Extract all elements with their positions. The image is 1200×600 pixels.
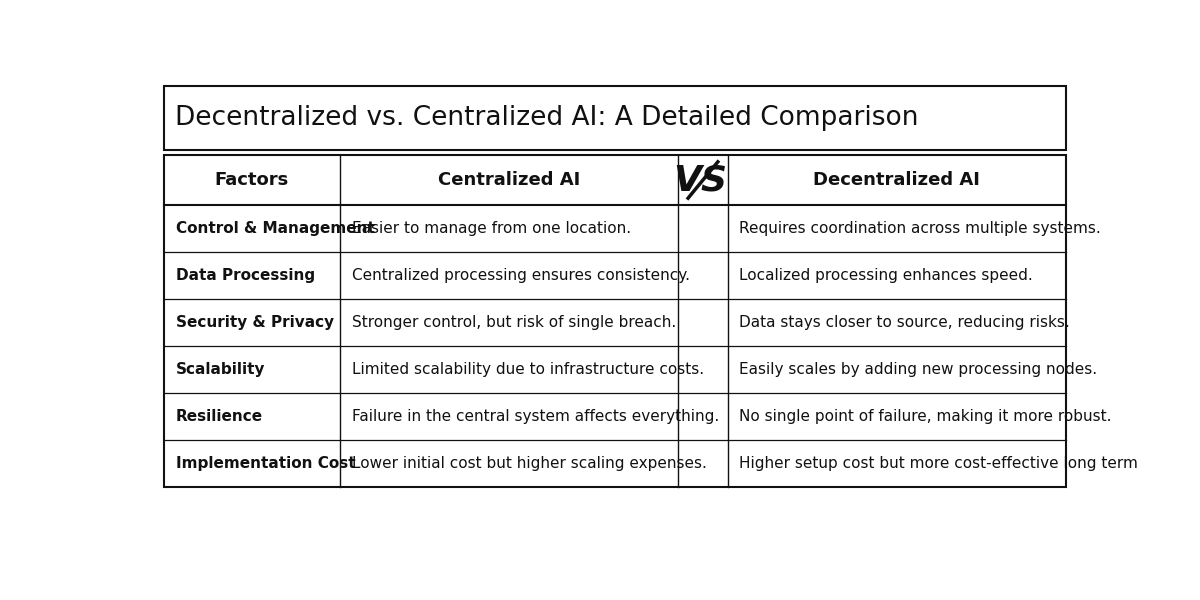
Text: Lower initial cost but higher scaling expenses.: Lower initial cost but higher scaling ex… — [352, 456, 707, 471]
Text: Easily scales by adding new processing nodes.: Easily scales by adding new processing n… — [739, 362, 1098, 377]
Text: Easier to manage from one location.: Easier to manage from one location. — [352, 221, 631, 236]
Text: Limited scalability due to infrastructure costs.: Limited scalability due to infrastructur… — [352, 362, 703, 377]
Text: Implementation Cost: Implementation Cost — [175, 456, 355, 471]
Text: Data Processing: Data Processing — [175, 268, 314, 283]
Text: Higher setup cost but more cost-effective long term: Higher setup cost but more cost-effectiv… — [739, 456, 1139, 471]
Text: Centralized processing ensures consistency.: Centralized processing ensures consisten… — [352, 268, 690, 283]
Text: Scalability: Scalability — [175, 362, 265, 377]
Text: Stronger control, but risk of single breach.: Stronger control, but risk of single bre… — [352, 315, 676, 330]
Text: Requires coordination across multiple systems.: Requires coordination across multiple sy… — [739, 221, 1102, 236]
Text: Factors: Factors — [215, 171, 289, 189]
Text: Failure in the central system affects everything.: Failure in the central system affects ev… — [352, 409, 719, 424]
Text: Centralized AI: Centralized AI — [438, 171, 580, 189]
Text: Control & Management: Control & Management — [175, 221, 374, 236]
Text: VS: VS — [673, 163, 727, 197]
Text: Decentralized AI: Decentralized AI — [814, 171, 980, 189]
Text: Security & Privacy: Security & Privacy — [175, 315, 334, 330]
Text: Data stays closer to source, reducing risks.: Data stays closer to source, reducing ri… — [739, 315, 1070, 330]
Text: Localized processing enhances speed.: Localized processing enhances speed. — [739, 268, 1033, 283]
Text: No single point of failure, making it more robust.: No single point of failure, making it mo… — [739, 409, 1112, 424]
Bar — [164, 86, 1066, 149]
Bar — [164, 155, 1066, 487]
Text: Decentralized vs. Centralized AI: A Detailed Comparison: Decentralized vs. Centralized AI: A Deta… — [175, 104, 918, 131]
Text: Resilience: Resilience — [175, 409, 263, 424]
